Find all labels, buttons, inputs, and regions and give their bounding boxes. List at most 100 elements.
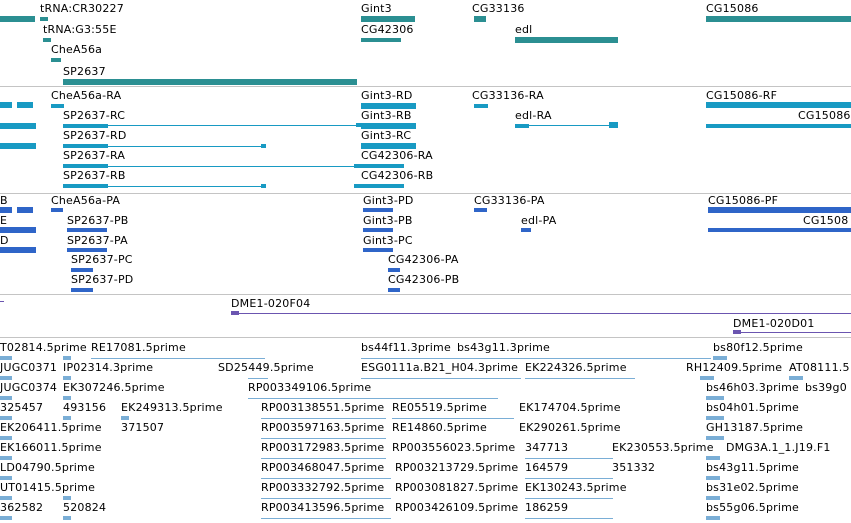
est-label[interactable]: DMG3A.1_1.J19.F1 — [726, 441, 831, 454]
est-label[interactable]: bs46h03.3prime — [706, 381, 800, 394]
est-feature[interactable] — [525, 518, 613, 519]
est-feature[interactable] — [0, 496, 12, 500]
est-label[interactable]: bs43g11.5prime — [706, 461, 800, 474]
polypeptide-label[interactable]: SP2637-PC — [71, 253, 133, 266]
est-feature[interactable] — [706, 416, 724, 420]
transcript-label[interactable]: edl-RA — [515, 109, 552, 122]
transcript-label[interactable]: Gint3-RD — [361, 89, 413, 102]
polypeptide-label[interactable]: CG1508 — [803, 214, 849, 227]
est-label[interactable]: bs31e02.5prime — [706, 481, 799, 494]
est-label[interactable]: 325457 — [0, 401, 44, 414]
transcript-exons[interactable] — [63, 144, 108, 148]
transcript-label[interactable]: SP2637-RB — [63, 169, 126, 182]
transcript-label[interactable]: CG15086 — [798, 109, 851, 122]
est-feature[interactable] — [525, 458, 613, 459]
polypeptide-feature[interactable] — [708, 228, 851, 232]
transcript-feature[interactable] — [474, 104, 488, 108]
clone-feature[interactable] — [741, 332, 851, 333]
est-label[interactable]: RH12409.5prime — [686, 361, 783, 374]
est-label[interactable]: IP02314.3prime — [63, 361, 154, 374]
polypeptide-label[interactable]: E — [0, 214, 8, 227]
polypeptide-label[interactable]: CG42306-PB — [388, 273, 460, 286]
est-label[interactable]: 493156 — [63, 401, 107, 414]
est-label[interactable]: RP003081827.5prime — [395, 481, 519, 494]
est-feature[interactable] — [525, 378, 635, 379]
gene-label[interactable]: CG42306 — [361, 23, 414, 36]
est-label[interactable]: RE17081.5prime — [91, 341, 186, 354]
est-label[interactable]: RE05519.5prime — [392, 401, 487, 414]
est-label[interactable]: ESG0111a.B21_H04.3prime — [361, 361, 519, 374]
gene-feature[interactable] — [40, 17, 48, 21]
transcript-label[interactable]: SP2637-RD — [63, 129, 127, 142]
polypeptide-label[interactable]: SP2637-PD — [71, 273, 134, 286]
est-label[interactable]: RP003468047.5prime — [261, 461, 385, 474]
est-label[interactable]: AT08111.5 — [789, 361, 850, 374]
polypeptide-label[interactable]: B — [0, 194, 8, 207]
est-feature[interactable] — [248, 398, 498, 399]
polypeptide-feature[interactable] — [363, 248, 393, 252]
est-label[interactable]: bs44f11.3prime — [361, 341, 451, 354]
clone-end[interactable] — [231, 311, 239, 315]
est-feature[interactable] — [63, 396, 71, 400]
transcript-feature[interactable] — [0, 123, 36, 129]
polypeptide-label[interactable]: Gint3-PC — [363, 234, 413, 247]
est-feature[interactable] — [63, 416, 71, 420]
est-feature[interactable] — [261, 498, 391, 499]
polypeptide-feature[interactable] — [363, 228, 393, 232]
est-feature[interactable] — [0, 476, 12, 480]
est-feature[interactable] — [789, 376, 803, 380]
gene-feature[interactable] — [706, 16, 851, 22]
transcript-exons[interactable] — [63, 184, 108, 188]
transcript-exons[interactable] — [63, 124, 108, 128]
est-label[interactable]: 362582 — [0, 501, 44, 514]
est-feature[interactable] — [261, 518, 391, 519]
polypeptide-feature[interactable] — [71, 288, 93, 292]
polypeptide-label[interactable]: SP2637-PB — [67, 214, 129, 227]
gene-feature[interactable] — [515, 37, 618, 43]
est-label[interactable]: 371507 — [121, 421, 165, 434]
est-label[interactable]: bs04h01.5prime — [706, 401, 800, 414]
transcript-feature[interactable] — [515, 124, 529, 128]
est-label[interactable]: GH13187.5prime — [706, 421, 804, 434]
transcript-feature[interactable] — [356, 123, 361, 127]
est-feature[interactable] — [706, 496, 720, 500]
transcript-feature[interactable] — [261, 144, 266, 148]
clone-end[interactable] — [733, 330, 741, 334]
est-feature[interactable] — [706, 436, 724, 440]
est-label[interactable]: RP003172983.5prime — [261, 441, 385, 454]
est-label[interactable]: 520824 — [63, 501, 107, 514]
transcript-feature[interactable] — [0, 102, 12, 108]
est-label[interactable]: EK174704.5prime — [519, 401, 621, 414]
est-label[interactable]: EK230553.5prime — [612, 441, 714, 454]
polypeptide-label[interactable]: SP2637-PA — [67, 234, 128, 247]
gene-label[interactable]: edl — [515, 23, 533, 36]
transcript-feature[interactable] — [609, 122, 618, 128]
transcript-feature[interactable] — [17, 102, 33, 108]
clone-feature[interactable] — [239, 313, 851, 314]
est-feature[interactable] — [0, 356, 12, 360]
transcript-label[interactable]: CG15086-RF — [706, 89, 778, 102]
gene-label[interactable]: CG33136 — [472, 2, 525, 15]
transcript-feature[interactable] — [361, 143, 416, 149]
est-label[interactable]: bs80f12.5prime — [713, 341, 803, 354]
est-label[interactable]: 164579 — [525, 461, 569, 474]
transcript-label[interactable]: Gint3-RB — [361, 109, 412, 122]
transcript-feature[interactable] — [354, 184, 404, 188]
est-feature[interactable] — [525, 478, 613, 479]
transcript-feature[interactable] — [706, 102, 851, 108]
gene-label[interactable]: SP2637 — [63, 65, 106, 78]
est-feature[interactable] — [63, 516, 71, 520]
est-label[interactable]: EK249313.5prime — [121, 401, 223, 414]
transcript-feature[interactable] — [361, 123, 416, 129]
polypeptide-feature[interactable] — [17, 207, 33, 213]
est-feature[interactable] — [0, 516, 12, 520]
est-label[interactable]: RP003556023.5prime — [392, 441, 516, 454]
est-feature[interactable] — [706, 456, 720, 460]
polypeptide-feature[interactable] — [67, 248, 107, 252]
est-label[interactable]: EK307246.5prime — [63, 381, 165, 394]
gene-feature[interactable] — [63, 79, 357, 85]
est-label[interactable]: EK290261.5prime — [519, 421, 621, 434]
polypeptide-label[interactable]: Gint3-PB — [363, 214, 413, 227]
polypeptide-label[interactable]: Gint3-PD — [363, 194, 414, 207]
polypeptide-feature[interactable] — [708, 207, 851, 213]
